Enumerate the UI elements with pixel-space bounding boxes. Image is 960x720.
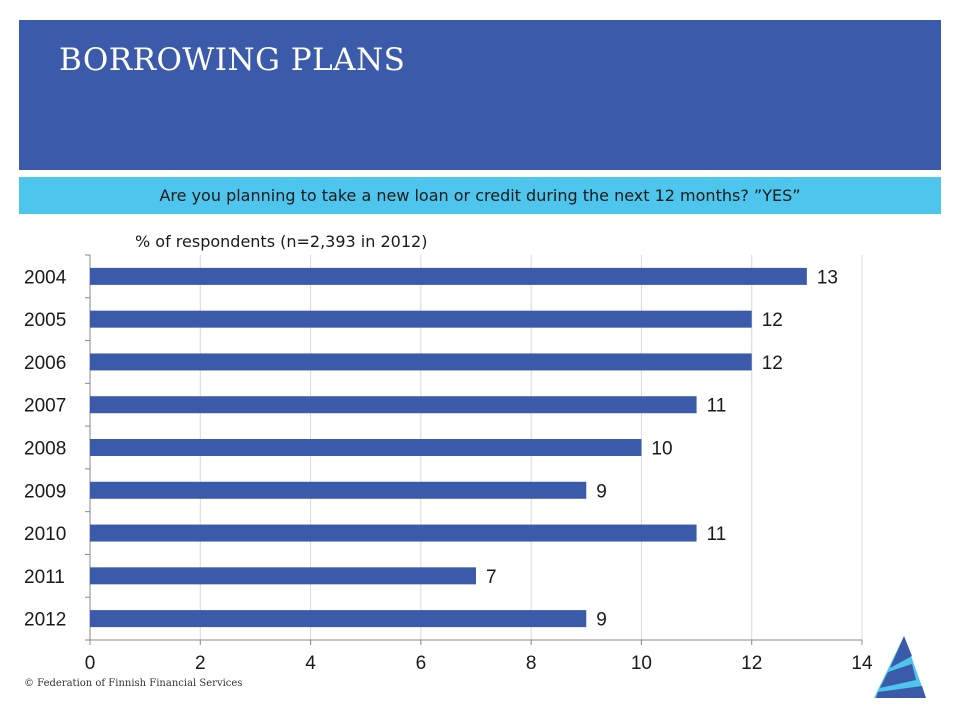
category-label: 2011 xyxy=(24,567,65,588)
bar xyxy=(90,353,752,371)
question-band: Are you planning to take a new loan or c… xyxy=(19,177,941,214)
x-tick-label: 8 xyxy=(526,653,537,674)
x-tick-label: 6 xyxy=(416,653,427,674)
category-label: 2007 xyxy=(24,396,66,417)
category-label: 2012 xyxy=(24,610,66,631)
category-label: 2010 xyxy=(24,524,66,545)
x-tick-label: 12 xyxy=(741,653,762,674)
x-tick-labels: 0 2 4 6 8 10 12 14 xyxy=(85,653,873,674)
category-label: 2006 xyxy=(24,353,66,374)
x-tick-label: 4 xyxy=(305,653,316,674)
x-tick-label: 0 xyxy=(85,653,96,674)
data-label: 12 xyxy=(762,310,783,331)
bar xyxy=(90,267,807,285)
question-text: Are you planning to take a new loan or c… xyxy=(159,186,801,205)
header-band: BORROWING PLANS xyxy=(19,20,941,170)
bar xyxy=(90,524,697,542)
data-labels: 13 12 12 11 10 9 11 7 9 xyxy=(486,267,838,630)
bar xyxy=(90,567,476,585)
x-tick-label: 2 xyxy=(195,653,206,674)
bar xyxy=(90,310,752,328)
x-tick-label: 10 xyxy=(631,653,652,674)
chart-subtitle: % of respondents (n=2,393 in 2012) xyxy=(135,232,428,251)
bar xyxy=(90,481,587,499)
category-label: 2004 xyxy=(24,267,67,288)
data-label: 7 xyxy=(486,567,497,588)
data-label: 10 xyxy=(651,439,672,460)
x-tick-label: 14 xyxy=(851,653,873,674)
data-label: 11 xyxy=(707,524,727,545)
category-label: 2008 xyxy=(24,439,66,460)
bar xyxy=(90,610,587,628)
data-label: 9 xyxy=(596,610,607,631)
page-title: BORROWING PLANS xyxy=(59,42,406,78)
bar xyxy=(90,396,697,414)
category-label: 2005 xyxy=(24,310,66,331)
footer-copyright: © Federation of Finnish Financial Servic… xyxy=(24,678,243,689)
category-labels: 2004 2005 2006 2007 2008 2009 2010 2011 2012 xyxy=(24,267,67,630)
data-label: 12 xyxy=(762,353,783,374)
data-label: 9 xyxy=(596,481,607,502)
bar xyxy=(90,439,642,456)
data-label: 11 xyxy=(707,396,727,417)
category-label: 2009 xyxy=(24,481,66,502)
bars xyxy=(90,267,807,628)
company-logo xyxy=(874,636,926,698)
data-label: 13 xyxy=(817,267,838,288)
